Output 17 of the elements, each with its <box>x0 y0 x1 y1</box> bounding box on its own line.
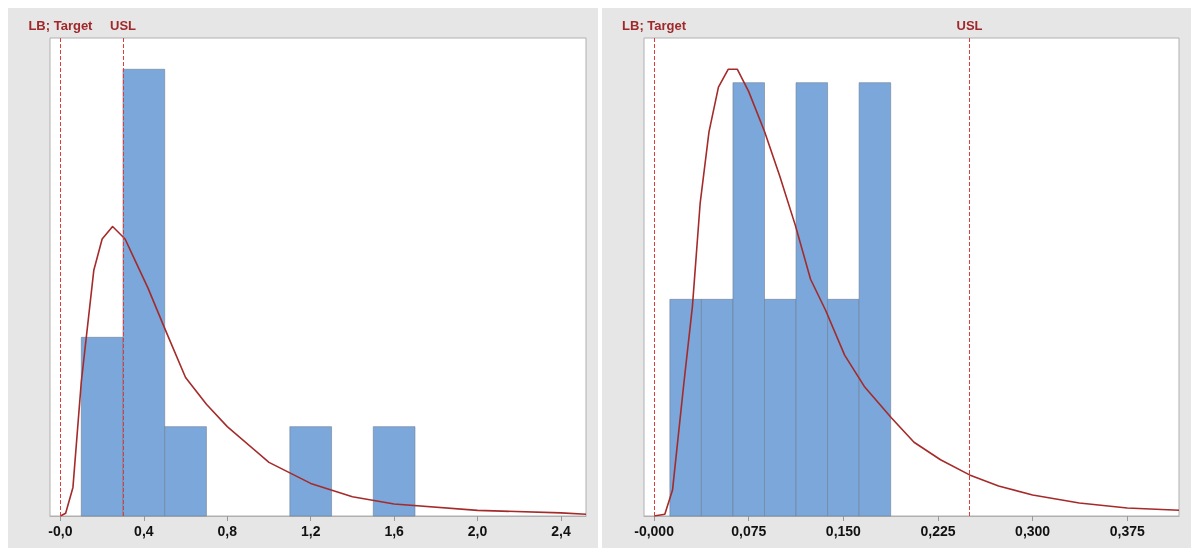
x-tick-label: 0,150 <box>825 523 862 539</box>
ref-line-label: USL <box>110 18 137 33</box>
ref-line-label: USL <box>956 18 983 33</box>
ref-line-label: LB; Target <box>28 18 94 33</box>
x-tick-label: 0,375 <box>1109 523 1145 539</box>
x-tick-label: 0,8 <box>217 523 238 539</box>
x-tick-label: -0,000 <box>634 523 675 539</box>
ref-line-label: LB; Target <box>622 18 687 33</box>
x-tick-label: 1,2 <box>300 523 321 539</box>
x-tick-label: 1,6 <box>384 523 405 539</box>
x-tick-label: -0,0 <box>48 523 73 539</box>
x-tick-label: 2,0 <box>467 523 488 539</box>
x-tick-label: 0,300 <box>1015 523 1051 539</box>
x-tick-label: 2,4 <box>551 523 571 539</box>
x-tick-label: 0,225 <box>920 523 956 539</box>
x-tick-label: 0,075 <box>731 523 767 539</box>
x-tick-label: 0,4 <box>134 523 154 539</box>
